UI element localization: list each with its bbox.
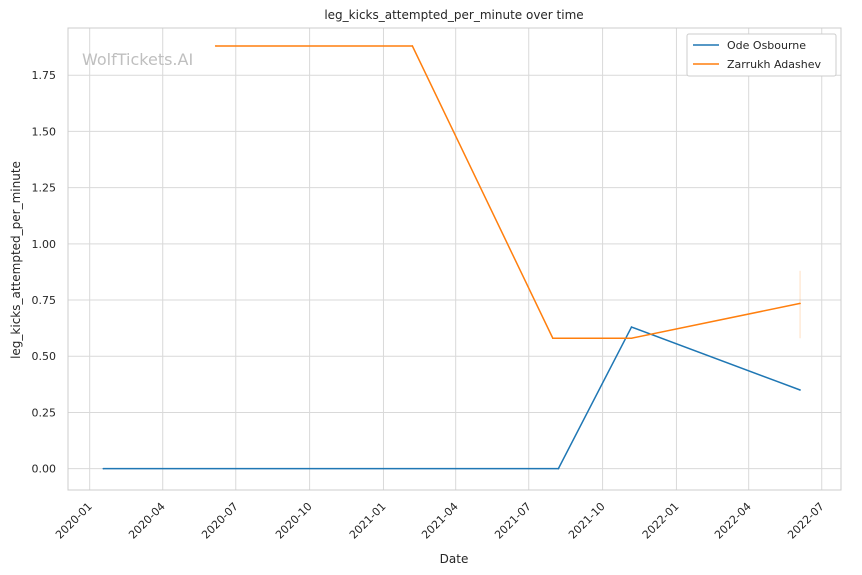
y-tick-label: 1.75 [32, 69, 57, 82]
data-point-zarrukh-adashev [552, 337, 554, 340]
series-line-ode-osbourne [103, 326, 801, 470]
y-tick-label: 0.25 [32, 406, 57, 419]
y-tick-label: 0.00 [32, 463, 57, 476]
data-point-ode-osbourne [799, 389, 801, 391]
legend-label-zarrukh-adashev: Zarrukh Adashev [727, 58, 821, 71]
plot-frame [67, 27, 842, 491]
data-point-ode-osbourne [630, 326, 633, 328]
y-axis-ticks: 0.00 0.25 0.50 0.75 1.00 1.25 1.50 1.75 [32, 69, 57, 475]
data-point-zarrukh-adashev [630, 337, 633, 340]
y-tick-label: 0.75 [32, 294, 57, 307]
y-tick-label: 1.25 [32, 182, 57, 195]
y-tick-label: 1.50 [32, 125, 57, 138]
data-point-zarrukh-adashev [411, 45, 414, 47]
y-tick-label: 0.50 [32, 350, 57, 363]
legend: Ode Osbourne Zarrukh Adashev [686, 33, 837, 77]
series-layer [102, 45, 801, 470]
chart-title: leg_kicks_attempted_per_minute over time [324, 8, 583, 22]
y-axis-label: leg_kicks_attempted_per_minute [9, 161, 23, 359]
legend-label-ode-osbourne: Ode Osbourne [727, 39, 806, 52]
legend-box [686, 33, 837, 77]
watermark: WolfTickets.AI [82, 50, 193, 69]
data-point-zarrukh-adashev [799, 302, 801, 305]
data-point-ode-osbourne [102, 467, 105, 470]
data-point-ode-osbourne [557, 467, 560, 470]
x-axis-label: Date [440, 552, 469, 566]
data-point-zarrukh-adashev [214, 45, 217, 47]
y-tick-label: 1.00 [32, 238, 57, 251]
